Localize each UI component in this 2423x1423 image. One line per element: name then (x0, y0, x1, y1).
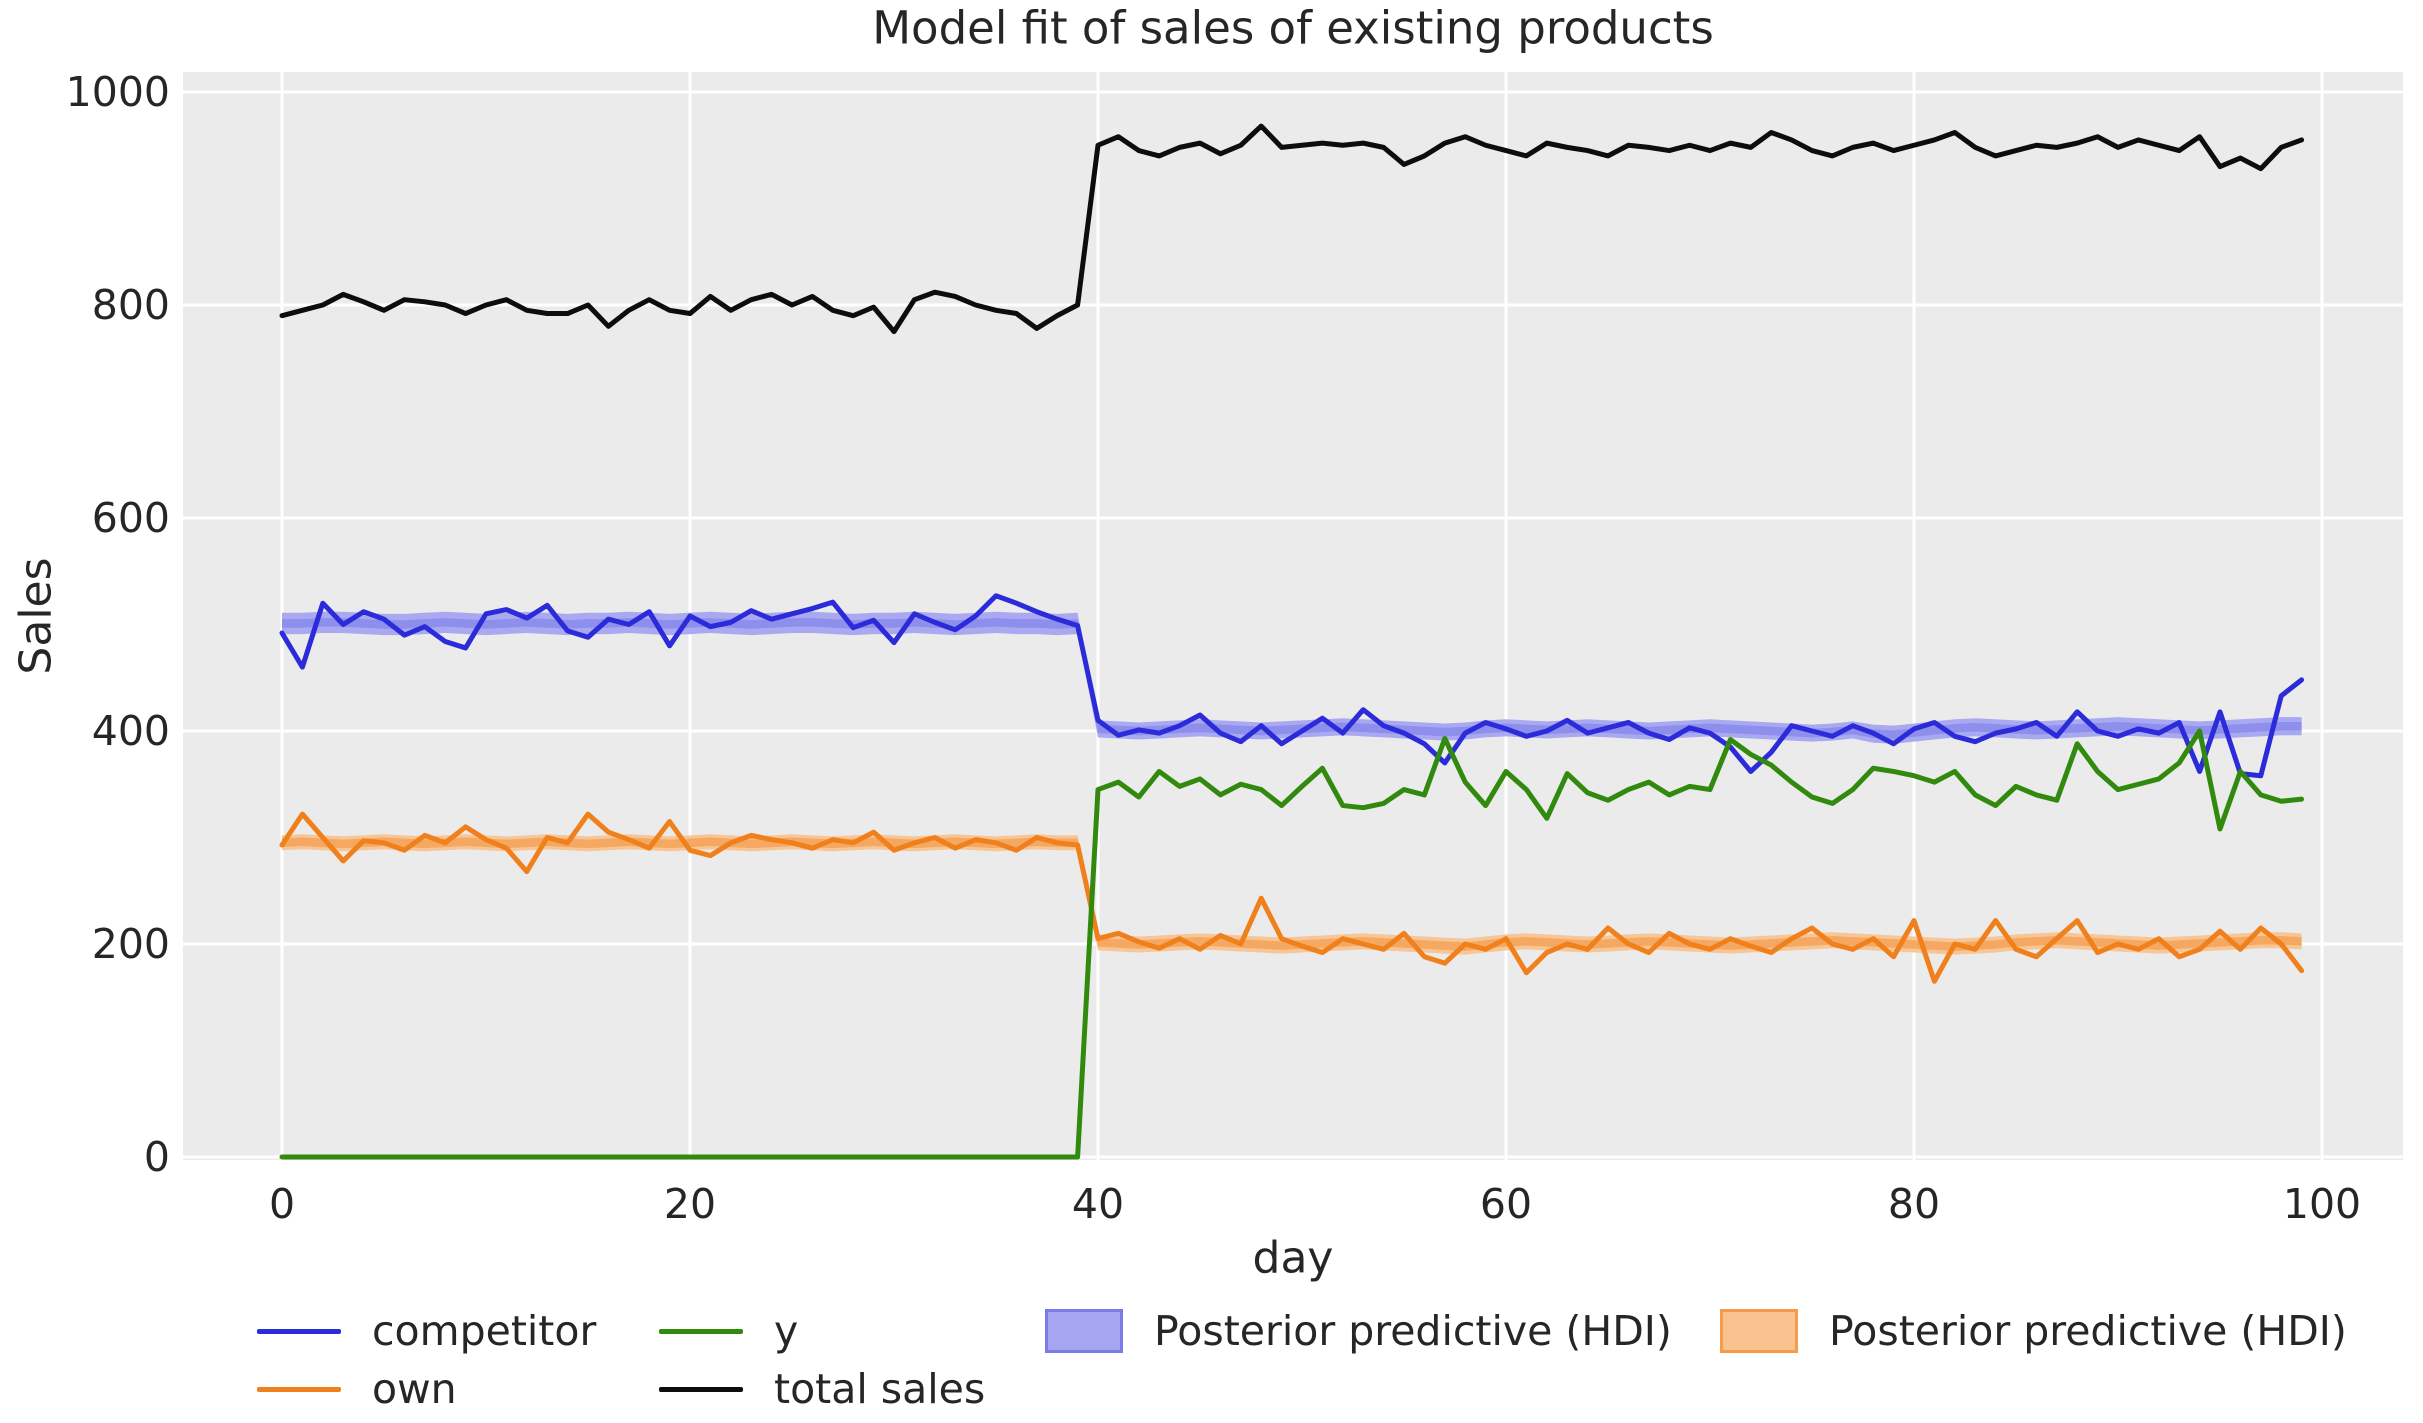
legend-line-competitor (257, 1328, 341, 1334)
legend-line-y (659, 1328, 743, 1334)
series-line-total-sales (279, 123, 2305, 335)
series-line-own (279, 811, 2305, 984)
legend-line-total-sales (659, 1386, 743, 1392)
legend-item-own: own (257, 1365, 457, 1413)
grid-lines (183, 72, 2403, 1160)
y-axis-label: Sales (10, 557, 62, 675)
legend-item-total-sales: total sales (659, 1365, 985, 1413)
legend-item-y: y (659, 1307, 798, 1355)
legend-item-posterior-hdi-blue: Posterior predictive (HDI) (1045, 1307, 1672, 1355)
legend-label: competitor (372, 1307, 597, 1355)
y-tick-label: 200 (91, 920, 170, 968)
hdi-band-inner-0 (282, 618, 2302, 739)
y-tick-label: 400 (91, 707, 170, 755)
x-tick-label: 0 (268, 1180, 296, 1228)
legend-label: Posterior predictive (HDI) (1154, 1307, 1672, 1355)
legend-patch-orange (1720, 1309, 1798, 1353)
y-tick-label: 800 (91, 281, 170, 329)
x-tick-label: 20 (663, 1180, 717, 1228)
x-tick-label: 40 (1071, 1180, 1125, 1228)
legend-label: own (372, 1365, 457, 1413)
x-tick-label: 100 (2282, 1180, 2362, 1228)
y-tick-label: 0 (143, 1133, 170, 1181)
legend-item-competitor: competitor (257, 1307, 596, 1355)
legend-label: total sales (774, 1365, 986, 1413)
legend-label: y (774, 1307, 799, 1355)
x-axis-label: day (1252, 1232, 1334, 1284)
legend-label: Posterior predictive (HDI) (1829, 1307, 2347, 1355)
legend-line-own (257, 1386, 341, 1392)
legend-patch-blue (1045, 1309, 1123, 1353)
chart-title: Model fit of sales of existing products (872, 1, 1714, 55)
legend-item-posterior-hdi-orange: Posterior predictive (HDI) (1720, 1307, 2347, 1355)
data-series (279, 123, 2305, 1160)
x-tick-label: 60 (1479, 1180, 1533, 1228)
y-tick-label: 600 (91, 494, 170, 542)
x-tick-label: 80 (1887, 1180, 1941, 1228)
series-line-y (279, 728, 2305, 1160)
hdi-band-inner-1 (282, 837, 2302, 951)
series-line-competitor (279, 593, 2305, 779)
y-tick-label: 1000 (65, 68, 170, 116)
